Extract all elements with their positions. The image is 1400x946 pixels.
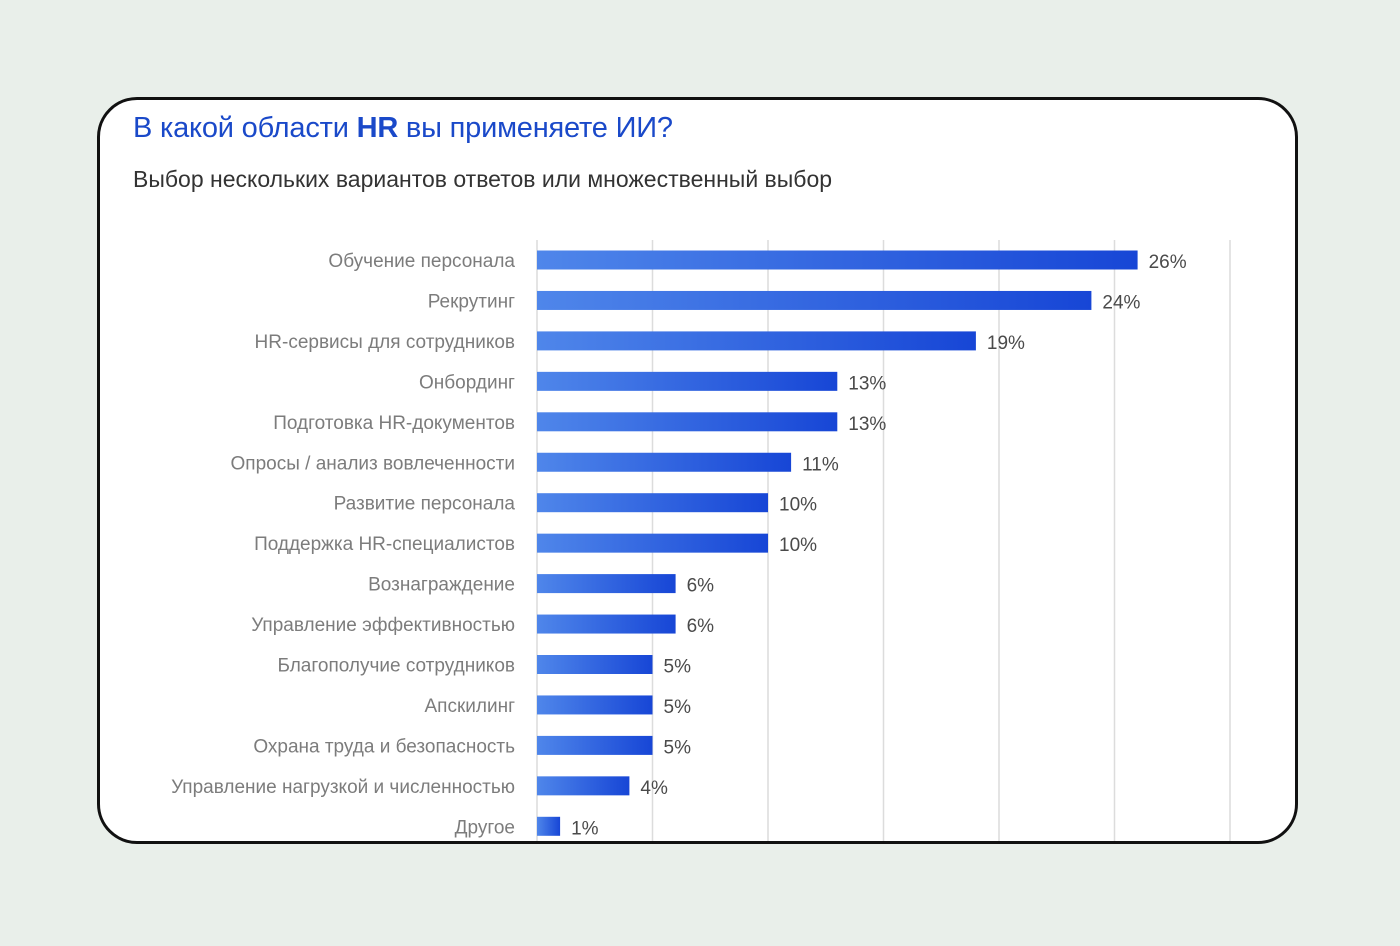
value-label: 5% xyxy=(664,657,692,678)
category-label: Поддержка HR-специалистов xyxy=(254,534,515,555)
value-label: 5% xyxy=(664,697,692,718)
value-label: 19% xyxy=(987,333,1025,354)
bar xyxy=(537,695,653,715)
bar xyxy=(537,290,1092,310)
chart-subtitle: Выбор нескольких вариантов ответов или м… xyxy=(133,166,833,192)
bar xyxy=(537,331,976,351)
bar xyxy=(537,776,630,796)
bar xyxy=(537,574,676,594)
value-label: 5% xyxy=(664,737,692,758)
category-label: Благополучие сотрудников xyxy=(277,656,515,677)
category-label: HR-сервисы для сотрудников xyxy=(255,332,515,353)
value-label: 1% xyxy=(571,818,599,839)
category-label: Управление эффективностью xyxy=(251,615,515,636)
bar-chart: Обучение персонала 26% Рекрутинг 24% HR-серв… xyxy=(171,240,1231,841)
value-label: 24% xyxy=(1102,292,1140,313)
bar xyxy=(537,614,676,634)
value-label: 10% xyxy=(779,495,817,516)
value-label: 6% xyxy=(687,576,715,597)
category-label: Апскилинг xyxy=(424,696,515,717)
bars: Обучение персонала 26% Рекрутинг 24% HR-серв… xyxy=(171,250,1187,839)
bar xyxy=(537,412,838,432)
category-label: Обучение персонала xyxy=(328,251,515,272)
category-label: Подготовка HR-документов xyxy=(273,413,515,434)
bar xyxy=(537,533,768,553)
value-label: 4% xyxy=(640,778,668,799)
bar xyxy=(537,735,653,755)
category-label: Управление нагрузкой и численностью xyxy=(171,777,515,798)
category-label: Онбординг xyxy=(419,372,515,393)
value-label: 6% xyxy=(687,616,715,637)
category-label: Развитие персонала xyxy=(334,494,516,515)
bar xyxy=(537,493,768,513)
value-label: 13% xyxy=(848,414,886,435)
category-label: Рекрутинг xyxy=(428,291,515,312)
title-post: вы применяете ИИ? xyxy=(398,112,673,144)
bar xyxy=(537,452,792,472)
bar xyxy=(537,816,561,836)
bar xyxy=(537,371,838,391)
value-label: 13% xyxy=(848,373,886,394)
chart-title: В какой области HR вы применяете ИИ? xyxy=(133,112,673,145)
bar xyxy=(537,655,653,674)
value-label: 11% xyxy=(802,454,839,475)
bar xyxy=(537,250,1138,270)
value-label: 10% xyxy=(779,535,817,556)
category-label: Охрана труда и безопасность xyxy=(253,736,515,757)
title-pre: В какой области xyxy=(133,112,357,144)
category-label: Опросы / анализ вовлеченности xyxy=(231,453,515,474)
value-label: 26% xyxy=(1149,252,1187,273)
title-bold: HR xyxy=(356,112,399,144)
chart-card: В какой области HR вы применяете ИИ? Выб… xyxy=(97,97,1298,844)
category-label: Другое xyxy=(455,817,515,838)
category-label: Вознаграждение xyxy=(368,575,515,596)
